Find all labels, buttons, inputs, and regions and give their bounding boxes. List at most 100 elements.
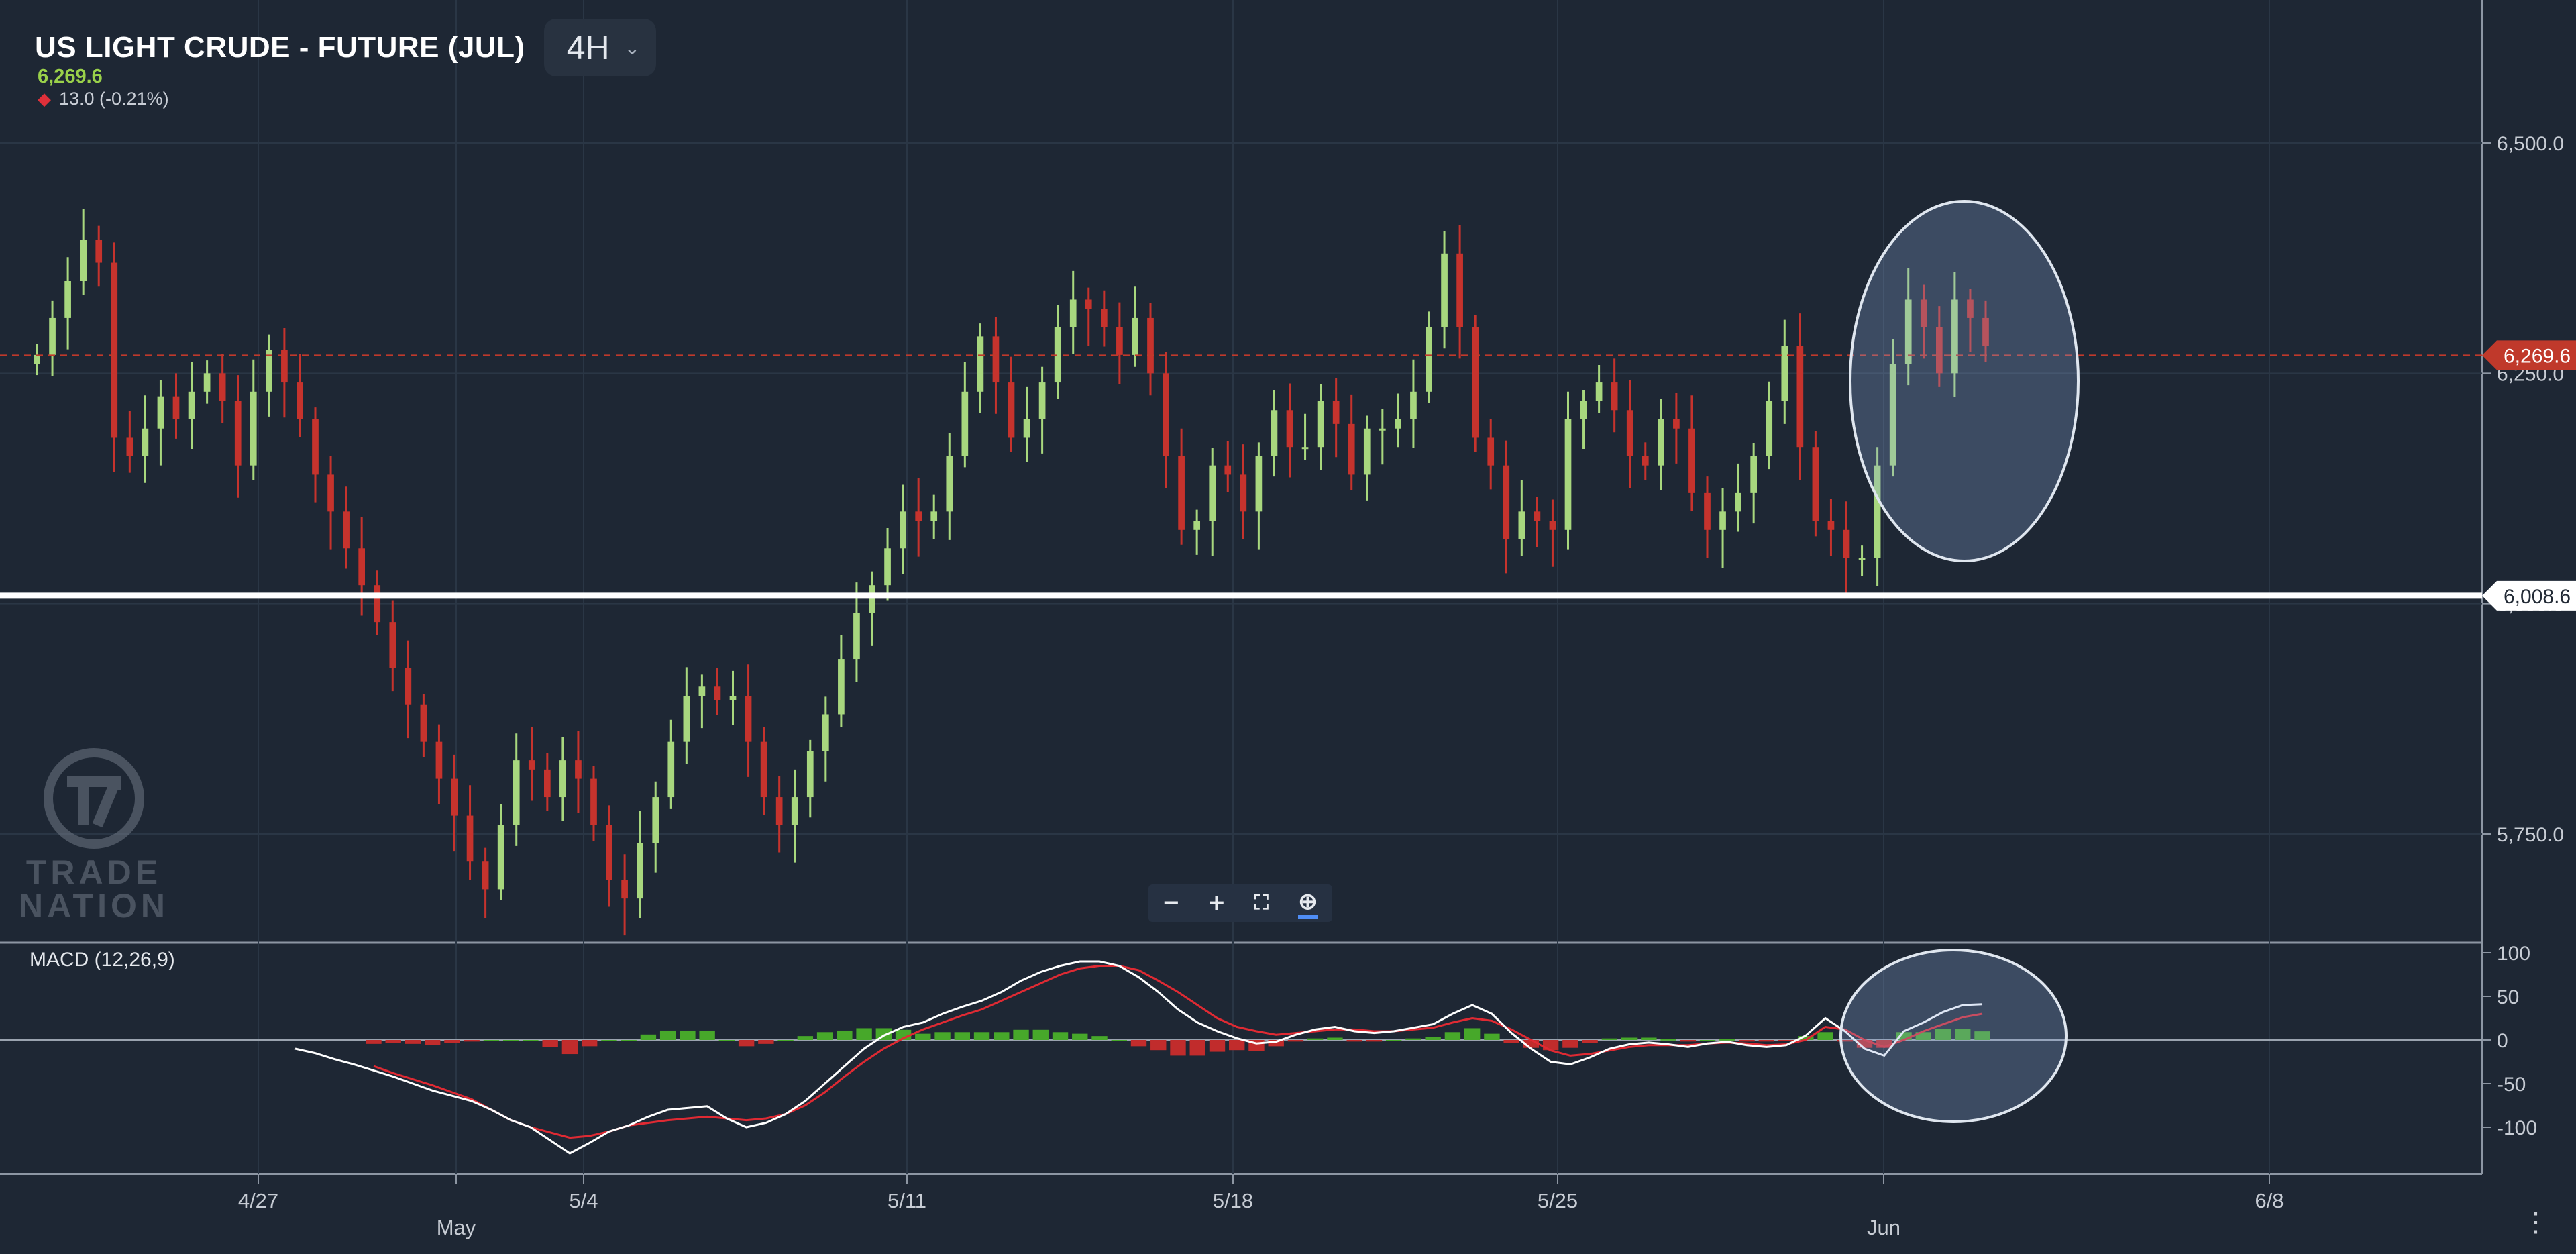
- candle-body: [1673, 419, 1680, 429]
- x-tick-label: Jun: [1867, 1216, 1900, 1239]
- macd-histogram-bar: [1974, 1031, 1990, 1040]
- candle-body: [1750, 456, 1758, 493]
- candle-body: [281, 350, 288, 383]
- candle-body: [1317, 401, 1324, 448]
- support-badge-label: 6,008.6: [2504, 586, 2571, 608]
- logo-text-trade: TRADE: [25, 853, 162, 891]
- macd-histogram-bar: [601, 1040, 617, 1041]
- more-options-icon[interactable]: ⋮: [2522, 1208, 2549, 1237]
- macd-histogram-bar: [680, 1030, 696, 1040]
- candle-body: [1240, 474, 1247, 512]
- x-tick-label: 6/8: [2255, 1189, 2284, 1212]
- macd-histogram-bar: [1680, 1040, 1697, 1042]
- candle-body: [1379, 428, 1386, 431]
- candle-body: [327, 474, 334, 512]
- candle-body: [111, 262, 118, 438]
- support-badge: [2482, 580, 2576, 611]
- candle-body: [1410, 391, 1417, 419]
- x-tick-label: 5/11: [888, 1189, 926, 1212]
- macd-histogram-bar: [1896, 1032, 1912, 1040]
- zoom-reset-button[interactable]: ⊕: [1298, 888, 1318, 919]
- fit-screen-button[interactable]: ⛶: [1254, 892, 1269, 914]
- candle-body: [714, 686, 721, 700]
- candle-body: [822, 714, 829, 751]
- candle-body: [1116, 327, 1123, 355]
- macd-histogram-bar: [1229, 1040, 1245, 1051]
- macd-histogram-bar: [483, 1040, 500, 1041]
- zoom-in-button[interactable]: +: [1209, 888, 1225, 918]
- candle-body: [420, 704, 427, 742]
- candle-body: [606, 825, 612, 880]
- y-tick-label: 6,500.0: [2497, 133, 2564, 155]
- macd-histogram-bar: [1307, 1038, 1324, 1040]
- candle-body: [1178, 456, 1185, 530]
- x-tick-label: May: [437, 1216, 476, 1239]
- candle-body: [80, 240, 87, 281]
- macd-histogram-bar: [581, 1040, 598, 1047]
- candle-body: [1224, 465, 1232, 475]
- candle-body: [1982, 317, 1989, 346]
- candle-body: [683, 696, 690, 742]
- candle-body: [513, 760, 520, 825]
- macd-histogram-bar: [1915, 1032, 1931, 1040]
- trade-nation-logo-mark: [44, 748, 144, 849]
- candle-body: [930, 511, 938, 521]
- candle-body: [1719, 511, 1726, 530]
- candle-body: [838, 659, 845, 715]
- macd-histogram-bar: [1601, 1038, 1618, 1040]
- macd-histogram-bar: [1817, 1032, 1833, 1040]
- macd-histogram: [366, 1028, 1990, 1056]
- candle-body: [1595, 382, 1603, 401]
- candle-body: [297, 382, 303, 419]
- timeframe-selector[interactable]: 4H ⌄: [543, 19, 657, 76]
- macd-histogram-bar: [1641, 1037, 1657, 1040]
- candle-body: [1534, 511, 1541, 521]
- price-change: ◆ 13.0 (-0.21%): [38, 89, 169, 109]
- macd-histogram-bar: [1955, 1029, 1971, 1040]
- price-change-value: 13.0 (-0.21%): [59, 89, 169, 109]
- candle-body: [1874, 465, 1881, 558]
- macd-histogram-bar: [994, 1032, 1010, 1040]
- macd-histogram-bar: [1366, 1040, 1383, 1042]
- candle-body: [234, 401, 241, 466]
- macd-histogram-bar: [1346, 1040, 1362, 1042]
- macd-label: MACD (12,26,9): [30, 949, 175, 971]
- macd-histogram-bar: [1582, 1040, 1598, 1043]
- candle-body: [312, 419, 319, 475]
- candle-body: [575, 760, 582, 779]
- macd-histogram-bar: [1876, 1040, 1892, 1048]
- macd-histogram-bar: [523, 1040, 539, 1041]
- candle-body: [188, 391, 195, 419]
- candle-body: [1766, 401, 1773, 456]
- macd-histogram-bar: [1385, 1040, 1402, 1041]
- macd-histogram-bar: [1935, 1029, 1951, 1040]
- candle-body: [405, 668, 412, 705]
- candle-body: [1023, 419, 1030, 438]
- macd-histogram-bar: [1268, 1040, 1284, 1047]
- macd-histogram-bar: [1621, 1037, 1638, 1040]
- macd-histogram-bar: [1209, 1040, 1226, 1052]
- macd-histogram-bar: [1739, 1040, 1755, 1042]
- macd-histogram-bar: [1503, 1040, 1519, 1043]
- candle-body: [1858, 558, 1866, 560]
- macd-histogram-bar: [973, 1032, 990, 1040]
- candle-body: [621, 880, 628, 899]
- candle-body: [435, 741, 443, 779]
- candle-body: [1642, 456, 1649, 466]
- macd-histogram-bar: [816, 1032, 833, 1040]
- candle-body: [869, 585, 875, 613]
- candle-body: [1688, 428, 1695, 493]
- candle-body: [528, 760, 535, 770]
- x-tick-label: 4/27: [238, 1189, 278, 1212]
- candle-body: [1827, 521, 1835, 530]
- macd-histogram-bar: [837, 1030, 853, 1040]
- candle-body: [1395, 419, 1401, 429]
- candle-body: [1843, 529, 1850, 558]
- macd-histogram-bar: [738, 1040, 755, 1047]
- zoom-out-button[interactable]: −: [1163, 888, 1179, 918]
- candle-body: [1008, 382, 1015, 438]
- candle-body: [729, 696, 737, 700]
- last-price-badge: [2482, 340, 2576, 370]
